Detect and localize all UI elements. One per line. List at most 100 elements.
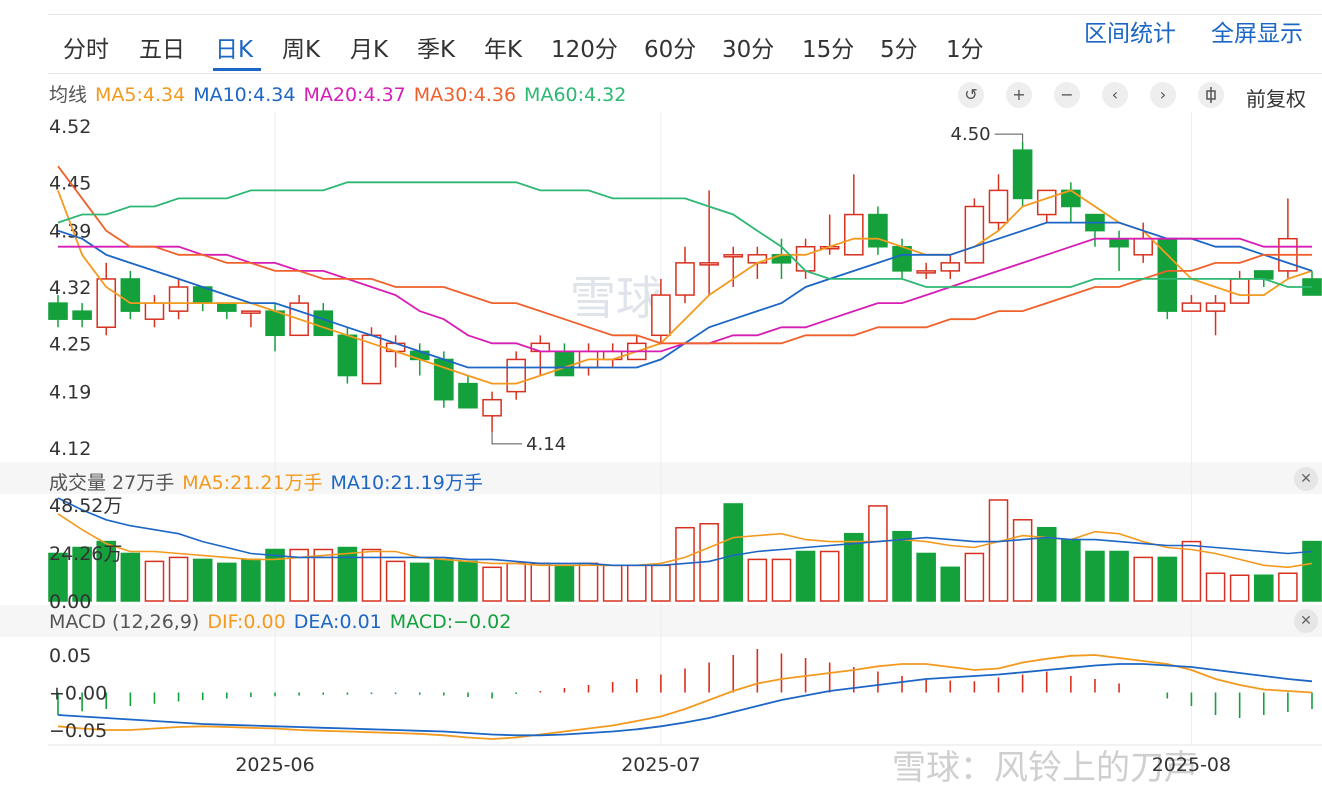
volume-bar [1012, 519, 1033, 602]
volume-bar [916, 552, 936, 602]
volume-bar [241, 558, 261, 602]
active-tab-underline [213, 68, 261, 71]
volume-bar [217, 562, 237, 602]
candle-body [988, 189, 1009, 224]
candle-body [651, 294, 671, 337]
range-stats-button[interactable]: 区间统计 [1084, 21, 1176, 47]
legend-title: MACD (12,26,9) [49, 611, 200, 633]
legend-item: MACD:−0.02 [389, 611, 512, 633]
volume-bar [337, 546, 358, 602]
volume-bar [988, 499, 1009, 602]
candle-body [1181, 302, 1202, 312]
annotation-leader [994, 133, 1024, 143]
candle-body [916, 270, 936, 274]
volume-bar [144, 560, 165, 602]
zoom-out-icon[interactable]: − [1054, 82, 1080, 108]
macd-legend: MACD (12,26,9) DIF:0.00 DEA:0.01 MACD:−0.02 [49, 611, 519, 633]
ma-legend: 均线 MA5:4.34 MA10:4.34 MA20:4.37 MA30:4.36 MA6… [49, 80, 634, 107]
candle-body [844, 213, 864, 256]
close-macd-icon[interactable]: ✕ [1294, 609, 1318, 633]
scroll-left-icon[interactable]: ‹ [1102, 82, 1128, 108]
candle-body [868, 213, 888, 248]
tab-0[interactable]: 分时 [63, 37, 109, 63]
candle-body [723, 254, 744, 258]
volume-bar [602, 564, 623, 602]
volume-bar [723, 503, 744, 602]
volume-bar [506, 562, 526, 602]
adjust-mode-button[interactable]: 前复权 [1246, 87, 1306, 111]
y-tick-label: 4.12 [49, 438, 91, 460]
candle-body [168, 286, 189, 312]
volume-bar [1253, 574, 1274, 602]
candle-body [217, 302, 237, 312]
legend-title: 成交量 27万手 [49, 472, 175, 494]
x-tick-label: 2025-06 [235, 754, 314, 776]
tab-12[interactable]: 1分 [946, 37, 984, 63]
candle-body [554, 350, 575, 377]
candle-body [1205, 302, 1226, 312]
tab-10[interactable]: 15分 [802, 37, 855, 63]
tab-11[interactable]: 5分 [880, 37, 918, 63]
volume-bar [1157, 556, 1178, 602]
volume-bar [1109, 550, 1129, 602]
tab-3[interactable]: 周K [282, 37, 321, 63]
macd-y-tick: +0.00 [49, 683, 107, 705]
scroll-right-icon[interactable]: › [1150, 82, 1176, 108]
volume-bar [409, 562, 430, 602]
tab-6[interactable]: 年K [484, 37, 523, 63]
legend-item: DIF:0.00 [207, 611, 286, 633]
fullscreen-button[interactable]: 全屏显示 [1211, 21, 1303, 47]
volume-bar [940, 566, 961, 602]
candle-body [964, 205, 985, 264]
candle-body [120, 278, 141, 312]
volume-bar [1302, 540, 1322, 602]
tab-5[interactable]: 季K [417, 37, 456, 63]
macd-y-tick: 0.05 [49, 645, 91, 667]
candle-icon[interactable] [1198, 82, 1224, 108]
volume-bar [1205, 572, 1226, 602]
candle-body [675, 262, 695, 296]
volume-y-tick: 24.26万 [49, 543, 122, 565]
candle-body [1109, 237, 1129, 248]
x-tick-label: 2025-08 [1152, 754, 1231, 776]
volume-bar [651, 564, 671, 602]
ma-line-ma30 [57, 165, 1312, 345]
candle-body [1253, 270, 1274, 280]
reset-icon[interactable]: ↺ [958, 82, 984, 108]
legend-item: MA20:4.37 [303, 84, 406, 106]
volume-bar [1036, 526, 1057, 602]
volume-bar [964, 552, 985, 602]
candle-body [699, 262, 719, 266]
volume-bar [892, 530, 912, 602]
candle-body [458, 382, 478, 409]
volume-bar [120, 552, 141, 602]
volume-bar [747, 558, 768, 602]
tab-1[interactable]: 五日 [139, 37, 185, 63]
tab-9[interactable]: 30分 [722, 37, 775, 63]
watermark-center: 雪球 [570, 271, 662, 325]
legend-item: MA5:4.34 [95, 84, 186, 106]
volume-bar [168, 556, 189, 602]
tab-8[interactable]: 60分 [644, 37, 697, 63]
ma-line-ma60 [57, 181, 1312, 288]
volume-bar [578, 562, 599, 602]
tab-2[interactable]: 日K [215, 37, 254, 63]
volume-bar [1061, 538, 1081, 602]
tab-4[interactable]: 月K [350, 37, 389, 63]
volume-bar [434, 558, 454, 602]
legend-item: MA30:4.36 [413, 84, 517, 106]
volume-bar [289, 548, 309, 602]
volume-bar [795, 550, 816, 602]
close-volume-icon[interactable]: ✕ [1294, 467, 1318, 491]
volume-bar [1278, 572, 1298, 602]
tab-7[interactable]: 120分 [551, 37, 618, 63]
candle-body [1133, 237, 1153, 256]
volume-bar [1085, 550, 1105, 602]
candle-body [1229, 278, 1250, 304]
x-tick-label: 2025-07 [621, 754, 700, 776]
macd-line-dif [57, 654, 1313, 740]
legend-title: 均线 [49, 84, 88, 106]
zoom-in-icon[interactable]: + [1006, 82, 1032, 108]
volume-bar [96, 540, 117, 602]
